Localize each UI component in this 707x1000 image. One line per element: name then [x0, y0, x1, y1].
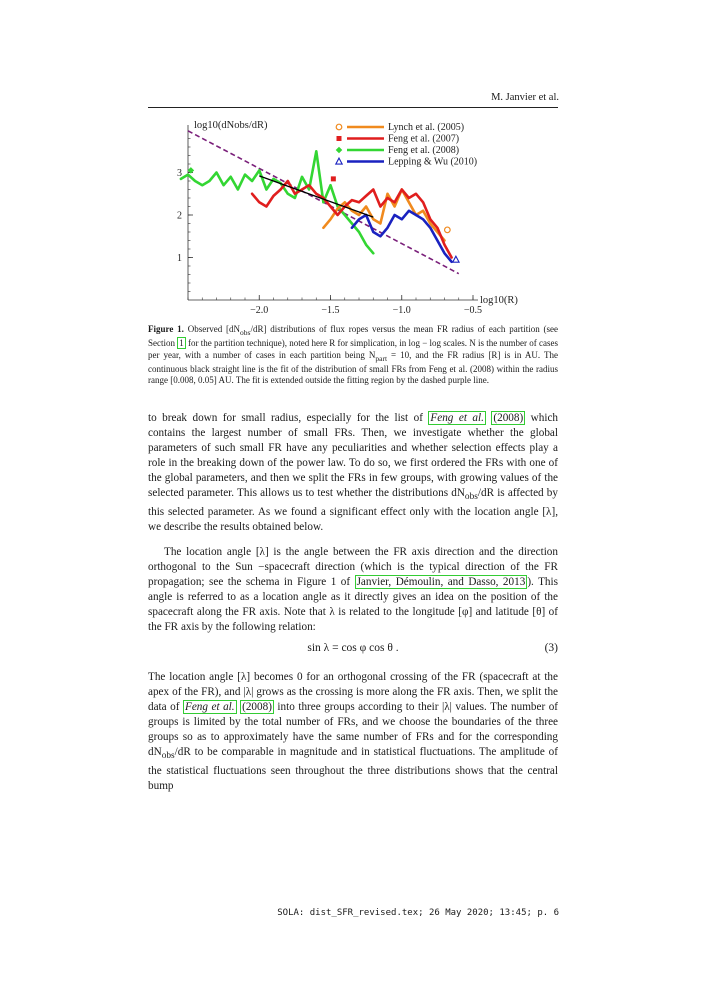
series-line-2: [250, 179, 453, 259]
header-rule: [148, 107, 558, 108]
paragraph-2: The location angle [λ] is the angle betw…: [148, 545, 558, 635]
caption-sub-obs: obs: [240, 327, 251, 337]
legend-label: Feng et al. (2008): [388, 145, 459, 156]
series-marker-3: [187, 167, 195, 174]
x-axis-label: log10(R): [480, 295, 518, 306]
legend-marker: [336, 136, 342, 141]
series-marker-1: [443, 226, 451, 234]
chart-axes: −2.0 −1.5 −1.0 −0.5 1 2 3 log10(dNobs/dR) log10(…: [177, 120, 518, 316]
paragraph-text: into three groups according to their |λ|…: [148, 701, 559, 758]
caption-label: Figure 1.: [148, 324, 184, 334]
caption-text: for the partition technique), noted here…: [148, 338, 558, 360]
caption-text: = 10, and the FR radius [R] is in AU. Th…: [148, 349, 558, 386]
series-marker-2: [330, 176, 336, 182]
series-line-1: [322, 188, 446, 242]
paragraph-text: which contains the largest number of sma…: [148, 412, 559, 499]
citation-feng-author-link[interactable]: Feng et al.: [428, 411, 486, 425]
citation-feng-author-link[interactable]: Feng et al.: [182, 700, 237, 714]
citation-janvier-link[interactable]: Janvier, Démoulin, and Dasso, 2013: [354, 575, 528, 589]
legend-marker: [335, 123, 343, 131]
fit-line: [259, 175, 374, 218]
citation-feng-year-link[interactable]: (2008): [240, 700, 274, 714]
x-tick-label: −1.5: [321, 305, 339, 316]
legend-label: Feng et al. (2007): [388, 134, 459, 145]
caption-text: /dR] distributions of flux ropes versus …: [148, 324, 558, 349]
chart-series: [179, 130, 461, 275]
paragraph-1: to break down for small radius, especial…: [148, 411, 558, 535]
paragraph-text: The location angle [λ] is the angle betw…: [148, 546, 558, 588]
series-marker-4: [451, 255, 461, 263]
legend-label: Lepping & Wu (2010): [388, 157, 477, 168]
y-tick-label: 3: [177, 168, 182, 179]
paragraph-text: ). This angle is referred to as a locati…: [148, 576, 558, 633]
y-tick-label: 1: [177, 253, 182, 264]
chart-legend: Lynch et al. (2005)Feng et al. (2007)Fen…: [334, 122, 477, 168]
running-head-author: M. Janvier et al.: [491, 92, 559, 103]
legend-marker: [335, 146, 343, 154]
section-ref-link[interactable]: 1: [177, 337, 186, 350]
subscript-obs: obs: [161, 751, 175, 762]
paragraph-text: to break down for small radius, especial…: [148, 412, 429, 424]
subscript-obs: obs: [464, 492, 478, 503]
caption-text: Observed [dN: [187, 324, 241, 334]
paragraph-text: /dR is affected by this selected paramet…: [148, 487, 558, 534]
caption-sub-part: part: [375, 353, 388, 363]
figure-1-chart: −2.0 −1.5 −1.0 −0.5 1 2 3 log10(dNobs/dR) log10(…: [177, 120, 518, 316]
x-tick-label: −1.0: [393, 305, 411, 316]
paragraph-text: The location angle [λ] becomes 0 for an …: [148, 671, 558, 713]
paragraph-3: The location angle [λ] becomes 0 for an …: [148, 670, 558, 794]
legend-label: Lynch et al. (2005): [388, 122, 464, 133]
y-tick-label: 2: [177, 211, 182, 222]
page-footer: SOLA: dist_SFR_revised.tex; 26 May 2020;…: [277, 908, 559, 918]
citation-feng-year-link[interactable]: (2008): [491, 411, 526, 425]
paragraph-text: /dR to be comparable in magnitude and in…: [148, 746, 558, 793]
figure-caption: Figure 1. Observed [dNobs/dR] distributi…: [148, 324, 558, 387]
x-tick-label: −2.0: [250, 305, 268, 316]
y-axis-label: log10(dNobs/dR): [194, 120, 268, 131]
series-line-4: [350, 209, 453, 264]
equation-number: (3): [544, 642, 558, 654]
x-tick-label: −0.5: [464, 305, 482, 316]
equation-body: sin λ = cos φ cos θ .: [307, 642, 399, 654]
legend-marker: [334, 156, 344, 165]
